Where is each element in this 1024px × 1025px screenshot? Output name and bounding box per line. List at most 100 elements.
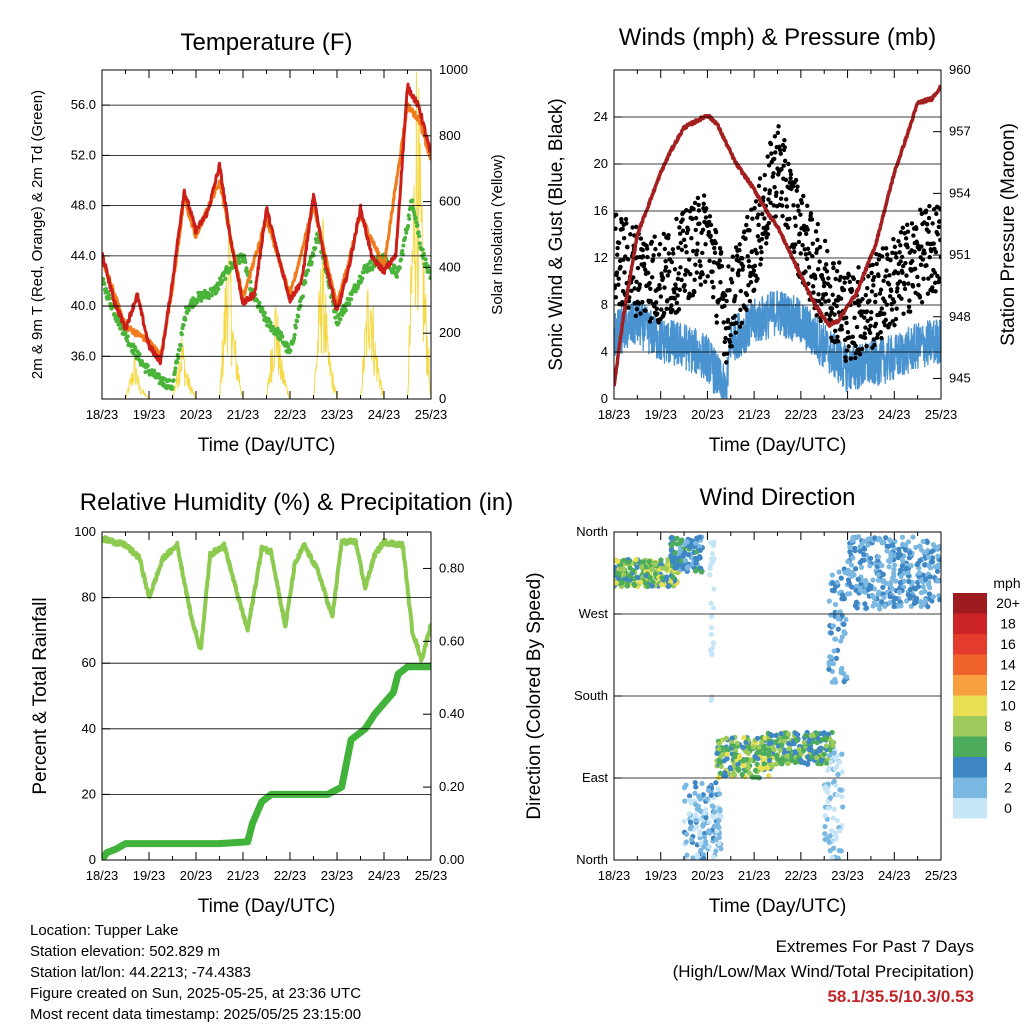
gust-point bbox=[650, 257, 656, 262]
dewpoint-point bbox=[410, 198, 415, 203]
extremes-heading: Extremes For Past 7 Days bbox=[775, 937, 974, 956]
gust-point bbox=[865, 285, 870, 291]
gust-point bbox=[920, 257, 926, 262]
gust-point bbox=[782, 138, 787, 143]
temperature-y2tick-label: 800 bbox=[439, 128, 461, 143]
direction-point bbox=[619, 580, 625, 586]
dewpoint-point bbox=[178, 343, 183, 348]
winds-plot bbox=[614, 84, 941, 399]
gust-point bbox=[879, 306, 884, 311]
gust-point bbox=[868, 323, 873, 328]
direction-ytick-label: South bbox=[574, 688, 608, 703]
direction-point bbox=[754, 735, 761, 741]
direction-point bbox=[750, 774, 756, 780]
direction-point bbox=[625, 559, 632, 565]
direction-point bbox=[814, 740, 820, 746]
winds-xtick-label: 22/23 bbox=[785, 407, 818, 422]
gust-point bbox=[853, 355, 858, 361]
gust-point bbox=[869, 270, 874, 276]
speed-legend bbox=[953, 593, 987, 819]
gust-point bbox=[754, 251, 759, 256]
direction-point bbox=[868, 555, 874, 561]
gust-point bbox=[792, 249, 797, 255]
dewpoint-point bbox=[333, 315, 338, 320]
humidity-xtick-label: 24/23 bbox=[368, 868, 401, 883]
direction-point bbox=[825, 731, 832, 737]
temperature-plot bbox=[102, 71, 431, 399]
direction-point bbox=[847, 544, 853, 550]
legend-swatch bbox=[953, 613, 987, 634]
direction-point bbox=[729, 739, 735, 745]
gust-point bbox=[827, 313, 833, 318]
gust-point bbox=[665, 298, 670, 303]
direction-point bbox=[698, 840, 704, 846]
humidity-y2tick-label: 0.80 bbox=[439, 560, 464, 575]
direction-point bbox=[731, 771, 737, 777]
gust-point bbox=[680, 228, 686, 234]
winds-ytick-label: 4 bbox=[601, 344, 608, 359]
gust-point bbox=[620, 300, 625, 305]
direction-point bbox=[678, 558, 685, 564]
gust-point bbox=[929, 273, 934, 278]
dewpoint-point bbox=[248, 279, 253, 284]
gust-point bbox=[645, 254, 650, 260]
gust-point bbox=[808, 211, 814, 216]
direction-point bbox=[716, 817, 722, 823]
gust-point bbox=[645, 270, 651, 275]
gust-point bbox=[826, 298, 831, 303]
direction-point bbox=[755, 756, 761, 762]
direction-point bbox=[659, 575, 665, 581]
direction-point bbox=[706, 844, 713, 850]
direction-point bbox=[907, 550, 913, 556]
gust-point bbox=[675, 276, 681, 282]
dewpoint-point bbox=[145, 363, 150, 368]
temperature-xtick-label: 21/23 bbox=[227, 407, 260, 422]
gust-point bbox=[732, 313, 738, 319]
temperature-axes bbox=[101, 69, 432, 400]
gust-point bbox=[891, 237, 896, 242]
direction-point bbox=[828, 654, 834, 661]
gust-point bbox=[762, 187, 768, 192]
gust-point bbox=[879, 335, 884, 341]
direction-point bbox=[768, 732, 774, 738]
direction-point bbox=[785, 740, 792, 746]
direction-point bbox=[762, 746, 768, 753]
gust-point bbox=[616, 240, 622, 246]
dewpoint-point bbox=[216, 287, 221, 292]
temperature-y2tick-label: 200 bbox=[439, 325, 461, 340]
direction-point bbox=[852, 566, 859, 572]
gust-point bbox=[740, 267, 745, 272]
gust-point bbox=[700, 250, 705, 256]
gust-point bbox=[713, 240, 718, 246]
gust-point bbox=[845, 330, 851, 335]
gust-point bbox=[932, 270, 938, 275]
direction-point bbox=[819, 737, 826, 743]
dewpoint-point bbox=[152, 368, 157, 373]
gust-point bbox=[860, 296, 865, 302]
gust-point bbox=[895, 271, 901, 276]
direction-point bbox=[724, 751, 731, 757]
legend-swatch bbox=[953, 777, 987, 798]
gust-point bbox=[881, 278, 886, 284]
direction-point bbox=[683, 782, 689, 788]
gust-point bbox=[718, 280, 723, 285]
gust-point bbox=[862, 315, 867, 320]
direction-point bbox=[785, 760, 791, 767]
direction-point bbox=[707, 565, 713, 572]
winds-ytick-label: 0 bbox=[601, 391, 608, 406]
direction-point bbox=[862, 581, 869, 588]
direction-point bbox=[716, 791, 723, 797]
winds-ytick-label: 12 bbox=[594, 250, 608, 265]
gust-point bbox=[679, 277, 684, 283]
direction-point bbox=[716, 741, 722, 747]
gust-point bbox=[876, 273, 881, 279]
gust-point bbox=[773, 214, 778, 219]
gust-point bbox=[643, 267, 648, 272]
dewpoint-point bbox=[257, 300, 262, 305]
direction-point bbox=[876, 589, 882, 595]
direction-point bbox=[826, 660, 832, 666]
gust-point bbox=[873, 292, 878, 298]
direction-point bbox=[621, 566, 627, 572]
direction-point bbox=[881, 578, 887, 584]
direction-point bbox=[839, 794, 845, 800]
